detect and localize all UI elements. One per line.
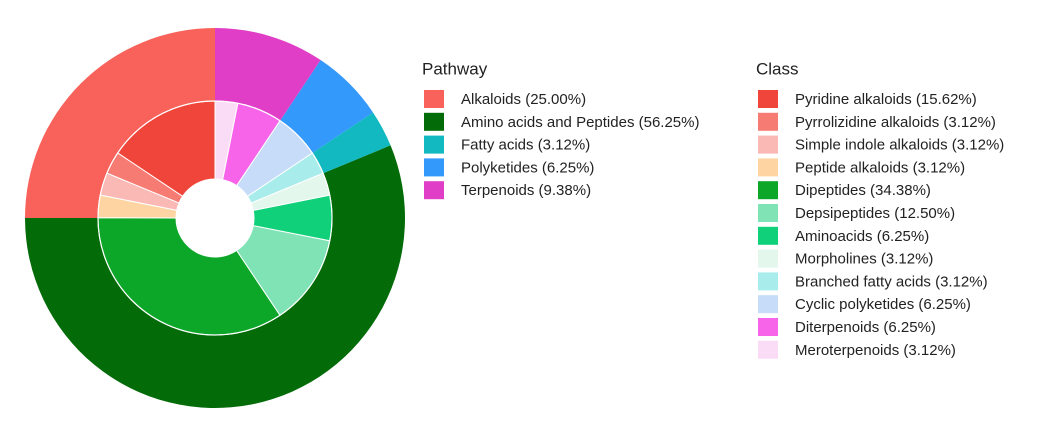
legend-key [758, 318, 778, 336]
legend-label: Simple indole alkaloids (3.12%) [795, 137, 1004, 154]
legend-label: Depsipeptides (12.50%) [795, 205, 955, 222]
legend-key [758, 112, 778, 131]
legend-label: Meroterpenoids (3.12%) [795, 342, 956, 359]
legend-key [758, 272, 778, 291]
legend-key [758, 340, 778, 359]
legend-key [758, 135, 778, 154]
legend-title: Pathway [422, 59, 488, 78]
legend-key [758, 226, 778, 245]
legend-label: Fatty acids (3.12%) [461, 137, 590, 154]
wedge [312, 112, 391, 174]
legend-label: Amino acids and Peptides (56.25%) [461, 114, 699, 131]
legend-title: Class [756, 59, 799, 78]
legend-key [758, 158, 778, 177]
legend-key [758, 249, 778, 268]
legend-key [758, 295, 778, 314]
legend-key [424, 158, 444, 177]
legend-key [424, 90, 444, 108]
wedge [25, 145, 405, 408]
wedge [25, 28, 215, 218]
legend-label: Peptide alkaloids (3.12%) [795, 159, 965, 176]
legend-key [758, 181, 778, 200]
legend-label: Diterpenoids (6.25%) [795, 319, 936, 336]
legend-key [758, 204, 778, 222]
legend-label: Dipeptides (34.38%) [795, 182, 931, 199]
legend-key [424, 181, 444, 200]
legend-key [424, 135, 444, 154]
legend-key [424, 112, 444, 131]
legend-key [758, 90, 778, 108]
legend-label: Pyridine alkaloids (15.62%) [795, 91, 977, 108]
ring-border [97, 100, 333, 336]
wedge [215, 28, 321, 121]
legend-label: Terpenoids (9.38%) [461, 182, 591, 199]
legend-label: Morpholines (3.12%) [795, 251, 933, 268]
legend-label: Pyrrolizidine alkaloids (3.12%) [795, 114, 996, 131]
legend-label: Branched fatty acids (3.12%) [795, 273, 988, 290]
legend-label: Alkaloids (25.00%) [461, 91, 586, 108]
legend-label: Polyketides (6.25%) [461, 159, 594, 176]
wedge [280, 60, 374, 154]
legend-label: Cyclic polyketides (6.25%) [795, 296, 971, 313]
legend-label: Aminoacids (6.25%) [795, 228, 929, 245]
